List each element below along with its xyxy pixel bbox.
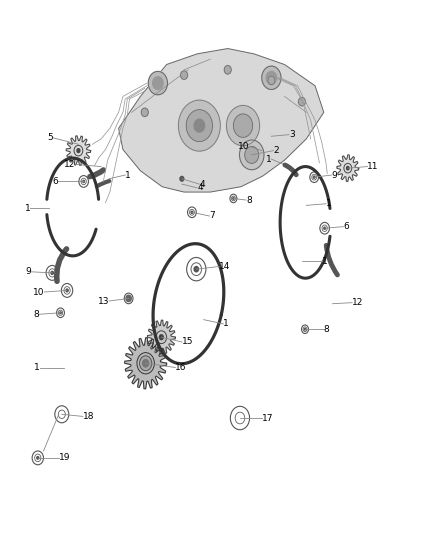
Circle shape [172, 167, 191, 190]
Circle shape [346, 166, 350, 171]
Circle shape [124, 293, 133, 304]
Circle shape [74, 146, 83, 156]
Circle shape [245, 147, 259, 164]
Text: 19: 19 [59, 454, 70, 463]
Circle shape [240, 140, 264, 169]
Text: 16: 16 [175, 363, 187, 372]
Circle shape [191, 263, 201, 276]
Text: 7: 7 [209, 212, 215, 221]
Circle shape [257, 146, 266, 156]
Text: 17: 17 [262, 414, 273, 423]
Text: 8: 8 [324, 325, 329, 334]
Text: 18: 18 [83, 412, 94, 421]
Circle shape [61, 284, 73, 297]
Circle shape [262, 66, 281, 90]
Text: 2: 2 [274, 146, 279, 155]
Circle shape [298, 98, 305, 106]
Text: 4: 4 [199, 180, 205, 189]
Text: 11: 11 [367, 162, 379, 171]
Circle shape [152, 77, 163, 90]
Circle shape [140, 356, 152, 370]
Circle shape [233, 198, 234, 199]
Circle shape [261, 150, 262, 152]
Circle shape [178, 100, 220, 151]
Text: 9: 9 [332, 171, 337, 180]
Text: 4: 4 [197, 183, 203, 192]
Circle shape [233, 114, 253, 138]
Circle shape [268, 76, 275, 85]
Circle shape [230, 406, 250, 430]
Circle shape [180, 71, 187, 79]
Circle shape [266, 71, 277, 84]
Text: 10: 10 [238, 142, 250, 151]
Polygon shape [119, 49, 324, 192]
Circle shape [141, 108, 148, 117]
Polygon shape [66, 136, 91, 165]
Text: 8: 8 [33, 310, 39, 319]
Circle shape [194, 267, 198, 271]
Circle shape [301, 325, 308, 334]
Circle shape [32, 451, 43, 465]
Text: 1: 1 [321, 257, 327, 265]
Circle shape [324, 227, 325, 229]
Circle shape [128, 297, 130, 300]
Circle shape [310, 172, 318, 182]
Circle shape [344, 164, 352, 173]
Circle shape [156, 331, 166, 344]
Circle shape [224, 66, 231, 74]
Circle shape [180, 176, 184, 181]
Circle shape [186, 110, 212, 142]
Circle shape [159, 334, 164, 341]
Text: 12: 12 [64, 160, 76, 169]
Circle shape [37, 457, 39, 459]
Circle shape [51, 271, 53, 274]
Circle shape [187, 207, 196, 217]
Circle shape [79, 175, 88, 187]
Text: 14: 14 [219, 262, 230, 271]
Circle shape [141, 358, 150, 368]
Text: 10: 10 [33, 287, 44, 296]
Text: 6: 6 [53, 177, 58, 186]
Text: 15: 15 [182, 337, 194, 346]
Text: 9: 9 [25, 268, 31, 276]
Circle shape [304, 328, 306, 330]
Circle shape [66, 289, 68, 292]
Circle shape [55, 406, 69, 423]
Polygon shape [125, 338, 166, 389]
Text: 1: 1 [326, 199, 332, 208]
Circle shape [320, 222, 329, 234]
Circle shape [60, 312, 61, 313]
Circle shape [226, 106, 260, 146]
Text: 5: 5 [47, 133, 53, 142]
Text: 1: 1 [34, 363, 40, 372]
Circle shape [137, 353, 154, 374]
Circle shape [126, 295, 131, 302]
Polygon shape [148, 320, 175, 354]
Circle shape [83, 180, 85, 182]
Circle shape [46, 265, 58, 280]
Text: 1: 1 [25, 204, 30, 213]
Text: 1: 1 [125, 171, 131, 180]
Text: 3: 3 [289, 130, 295, 139]
Text: 8: 8 [246, 196, 252, 205]
Circle shape [148, 71, 167, 95]
Circle shape [230, 194, 237, 203]
Text: 13: 13 [98, 296, 109, 305]
Circle shape [194, 119, 205, 132]
Circle shape [191, 211, 193, 213]
Text: 12: 12 [352, 298, 364, 307]
Circle shape [143, 360, 149, 367]
Circle shape [194, 266, 198, 272]
Circle shape [76, 148, 81, 154]
Text: 1: 1 [223, 319, 229, 328]
Circle shape [187, 257, 206, 281]
Text: 1: 1 [265, 155, 272, 164]
Polygon shape [337, 155, 359, 181]
Circle shape [57, 308, 64, 318]
Circle shape [313, 176, 315, 178]
Text: 6: 6 [343, 222, 349, 231]
